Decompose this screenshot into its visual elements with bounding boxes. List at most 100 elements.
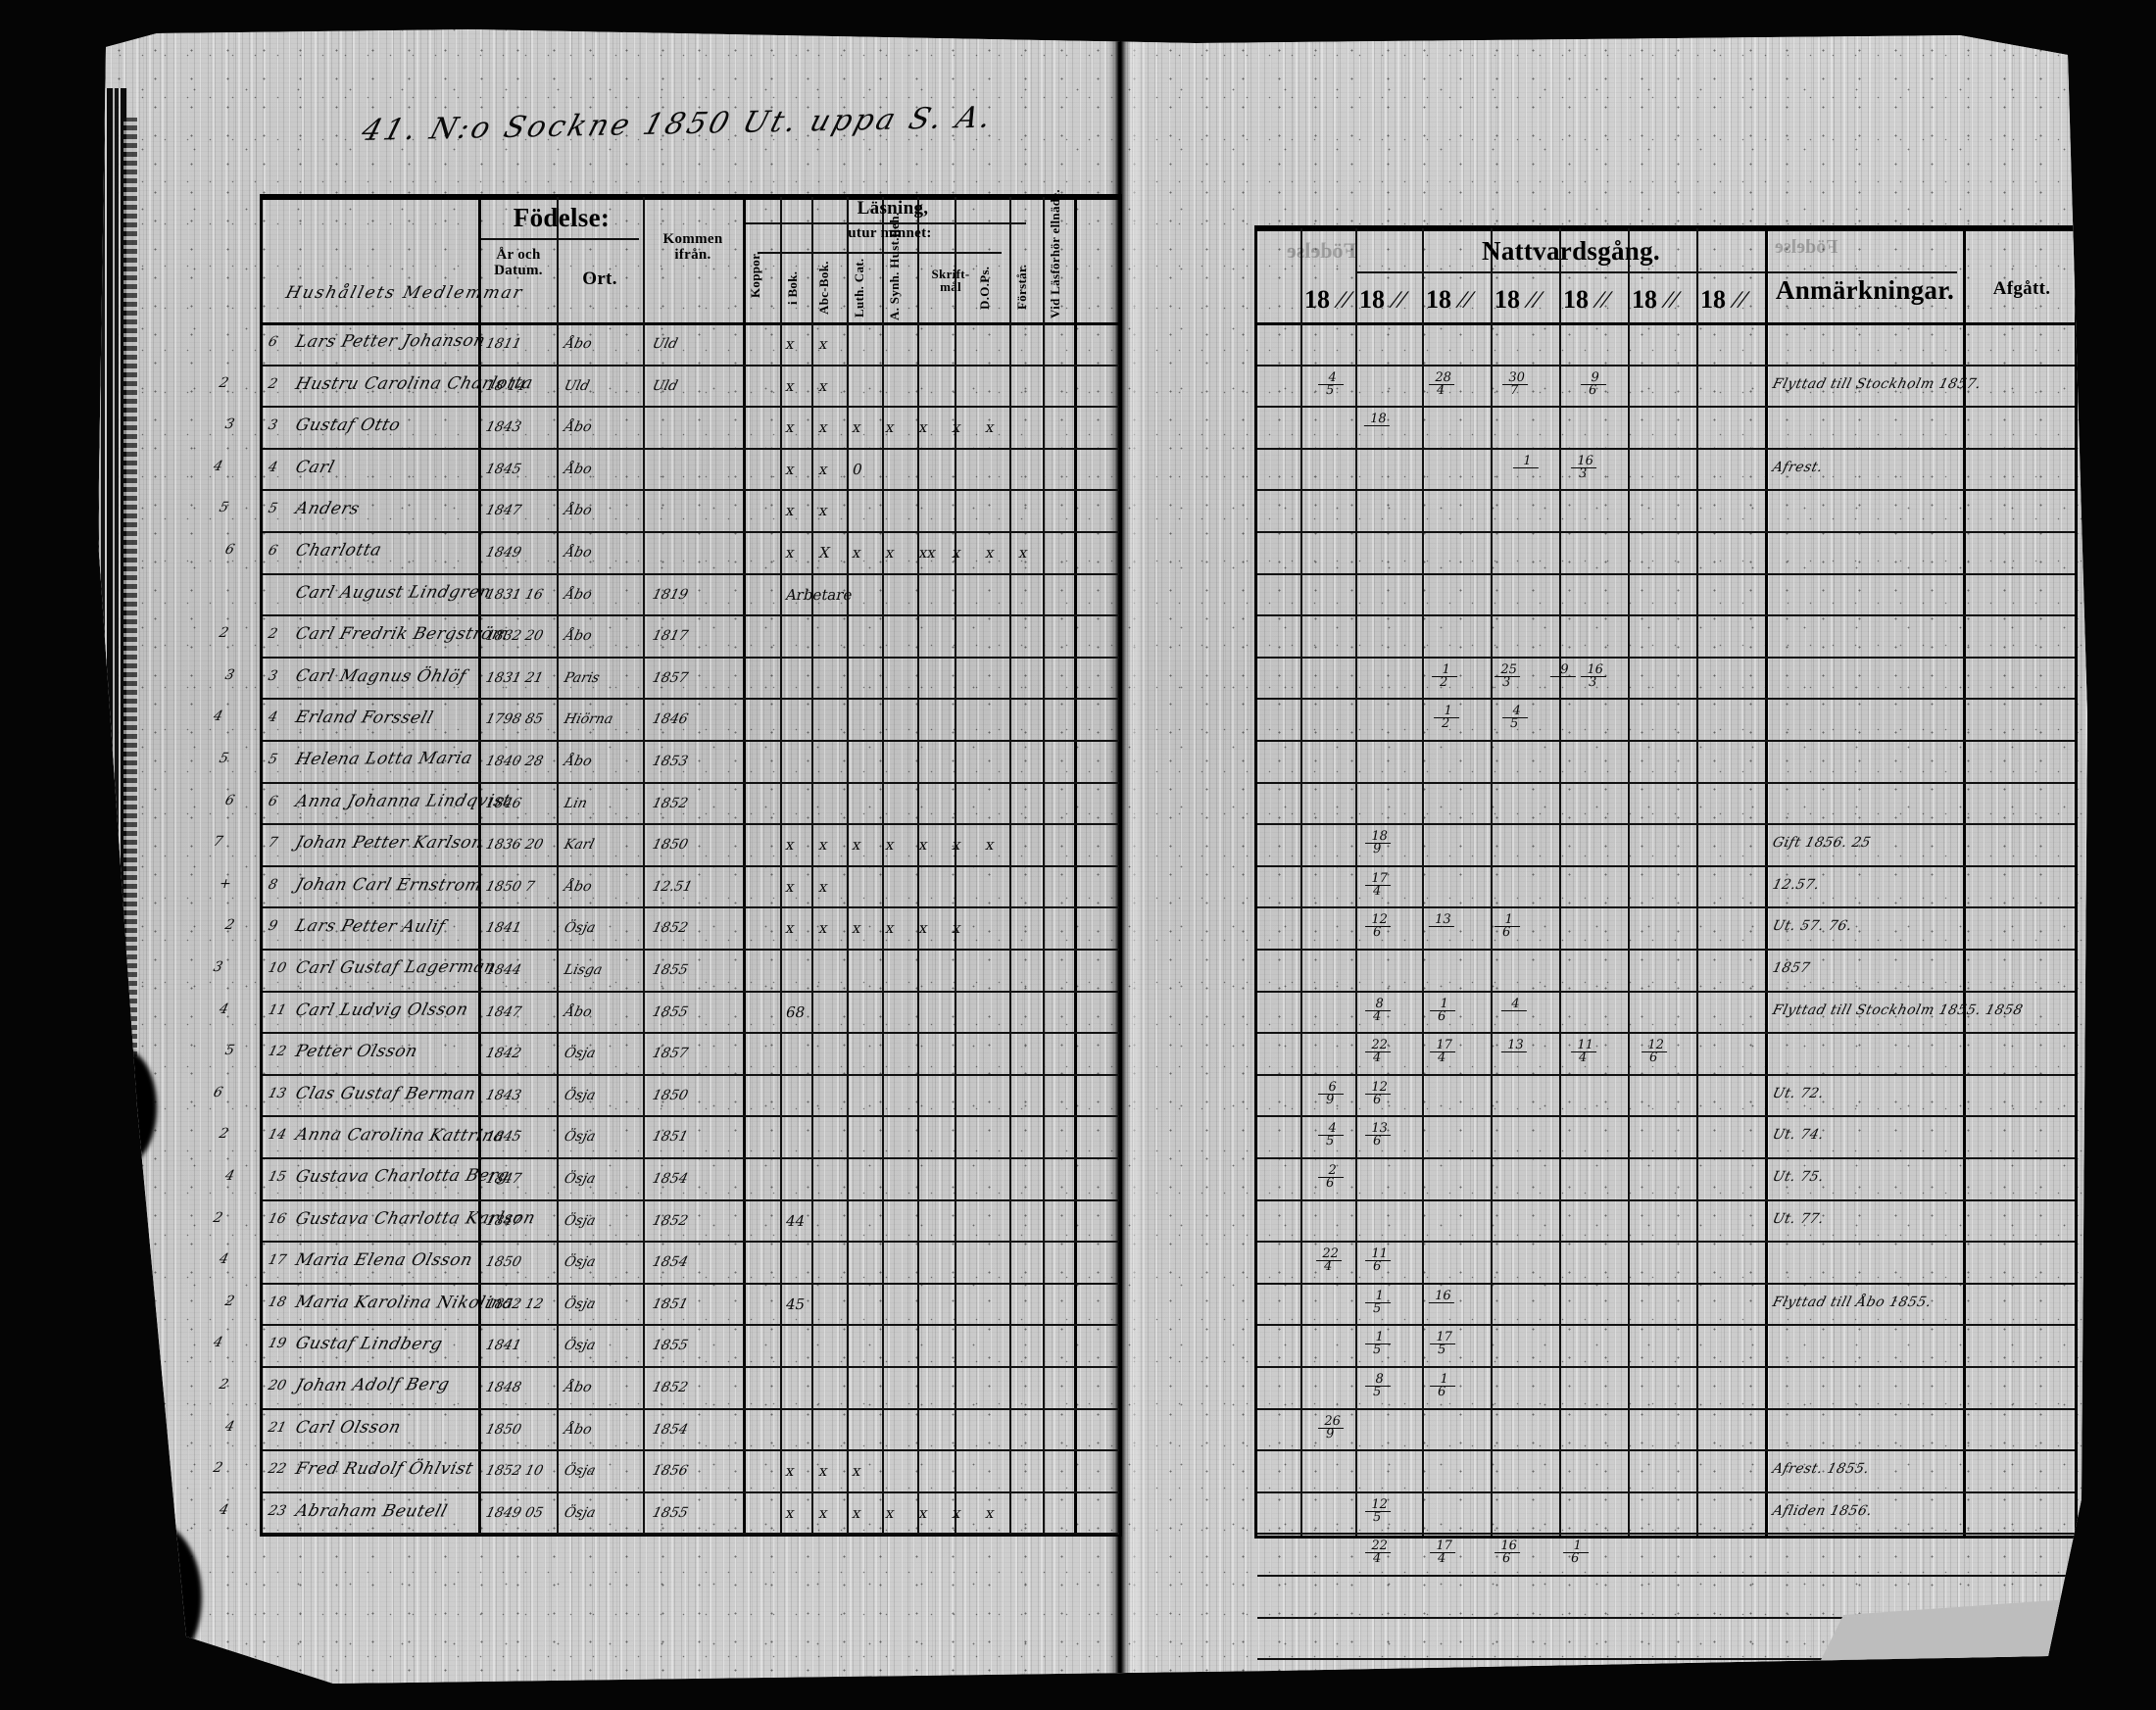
table-row[interactable] [263, 700, 1119, 742]
communion-date: 18 [1363, 412, 1393, 427]
table-row[interactable] [263, 1201, 1119, 1244]
table-row[interactable] [263, 616, 1119, 659]
corner-damage-bottom [98, 1519, 202, 1676]
table-row[interactable] [263, 1034, 1119, 1076]
table-row[interactable] [263, 1243, 1119, 1285]
table-row[interactable] [263, 908, 1119, 951]
table-row-rule [1257, 1407, 2075, 1410]
year-suffix-handwritten: // [1525, 287, 1544, 311]
year-column-header: 18 [1359, 285, 1385, 314]
table-row[interactable] [263, 659, 1119, 701]
table-row-rule [1257, 1533, 2075, 1536]
table-row[interactable] [1257, 1201, 2075, 1244]
table-row[interactable] [263, 366, 1119, 409]
table-row[interactable] [1257, 533, 2075, 575]
ghost-fodelse-2: Födelse [1775, 236, 1838, 258]
table-row-rule [263, 864, 1119, 867]
year-suffix-handwritten: // [1335, 287, 1354, 311]
right-vline-c4 [1559, 228, 1561, 1536]
table-row[interactable] [1257, 1660, 2075, 1684]
table-row-rule [1257, 489, 2075, 492]
right-vline-remarks [1963, 228, 1966, 1536]
left-hline-lasning [743, 222, 1026, 224]
table-row[interactable] [1257, 324, 2075, 366]
table-row[interactable] [1257, 951, 2075, 993]
table-row[interactable] [263, 993, 1119, 1035]
table-row-rule [1257, 823, 2075, 826]
table-row[interactable] [1257, 575, 2075, 617]
table-row[interactable] [1257, 491, 2075, 533]
table-row[interactable] [263, 951, 1119, 993]
table-row-rule [1257, 781, 2075, 784]
year-suffix-handwritten: // [1593, 287, 1613, 311]
table-row[interactable] [263, 1285, 1119, 1327]
table-row[interactable] [1257, 1410, 2075, 1452]
communion-date: 26 9 [1316, 1414, 1347, 1441]
table-row[interactable] [1257, 1159, 2075, 1201]
table-row-rule [1257, 1490, 2075, 1493]
communion-date: 12 5 [1363, 1497, 1394, 1525]
table-row-rule [1257, 531, 2075, 533]
reading-mark: Arbetare [783, 585, 855, 604]
page-edge-fray-inner [123, 118, 137, 1568]
table-row[interactable] [263, 491, 1119, 533]
table-row-rule [1257, 656, 2075, 659]
table-row-rule [1257, 364, 2075, 366]
header-kommen-ifran: Kommen ifrån. [662, 231, 723, 263]
table-row[interactable] [263, 1326, 1119, 1368]
table-row[interactable] [1257, 784, 2075, 826]
table-row[interactable] [1257, 366, 2075, 409]
left-table: Födelse: År och Datum. Ort. Kommen ifrån… [260, 189, 1122, 1537]
table-row[interactable] [1257, 659, 2075, 701]
table-row-rule [263, 1115, 1119, 1118]
header-name-column: Hushållets Medlemmar [283, 283, 526, 303]
table-row-rule [1257, 1241, 2075, 1244]
communion-date: 11 6 [1363, 1246, 1394, 1275]
table-row[interactable] [263, 784, 1119, 826]
table-row[interactable] [1257, 450, 2075, 492]
table-row[interactable] [1257, 1451, 2075, 1493]
table-row[interactable] [263, 1076, 1119, 1118]
header-luth-cat: Luth. Cat. [852, 258, 866, 318]
table-row[interactable] [263, 1410, 1119, 1452]
table-row-rule [263, 406, 1119, 409]
table-row[interactable] [263, 1451, 1119, 1493]
header-dops: D.O.Ps. [977, 266, 992, 311]
table-row[interactable] [263, 1368, 1119, 1410]
table-row[interactable] [1257, 700, 2075, 742]
header-anmarkningar: Anmärkningar. [1775, 275, 1955, 305]
right-vline-c1 [1355, 228, 1357, 1536]
table-row-rule [263, 1533, 1119, 1536]
header-nattvardsgang: Nattvardsgång. [1482, 236, 1660, 266]
table-row[interactable] [263, 1159, 1119, 1201]
table-row[interactable] [263, 1117, 1119, 1159]
table-row-rule [263, 1449, 1119, 1452]
table-row[interactable] [263, 575, 1119, 617]
reading-mark: 68 [783, 1002, 808, 1021]
communion-date: 25 3 [1493, 662, 1523, 690]
right-vline-c0 [1300, 228, 1302, 1536]
communion-date: 12 6 [1640, 1038, 1670, 1066]
year-column-header: 18 [1304, 285, 1330, 314]
year-suffix-handwritten: // [1390, 287, 1409, 311]
right-hline-nattvard [1355, 271, 1957, 273]
table-row-rule [263, 572, 1119, 575]
table-row-rule [1257, 1700, 2075, 1702]
table-row[interactable] [1257, 616, 2075, 659]
year-column-header: 18 [1632, 285, 1657, 314]
table-row[interactable] [263, 742, 1119, 784]
table-row-rule [263, 1157, 1119, 1159]
table-row[interactable] [263, 867, 1119, 909]
table-row[interactable] [1257, 742, 2075, 784]
table-row[interactable] [263, 324, 1119, 366]
table-row[interactable] [263, 450, 1119, 492]
table-row-rule [263, 949, 1119, 951]
